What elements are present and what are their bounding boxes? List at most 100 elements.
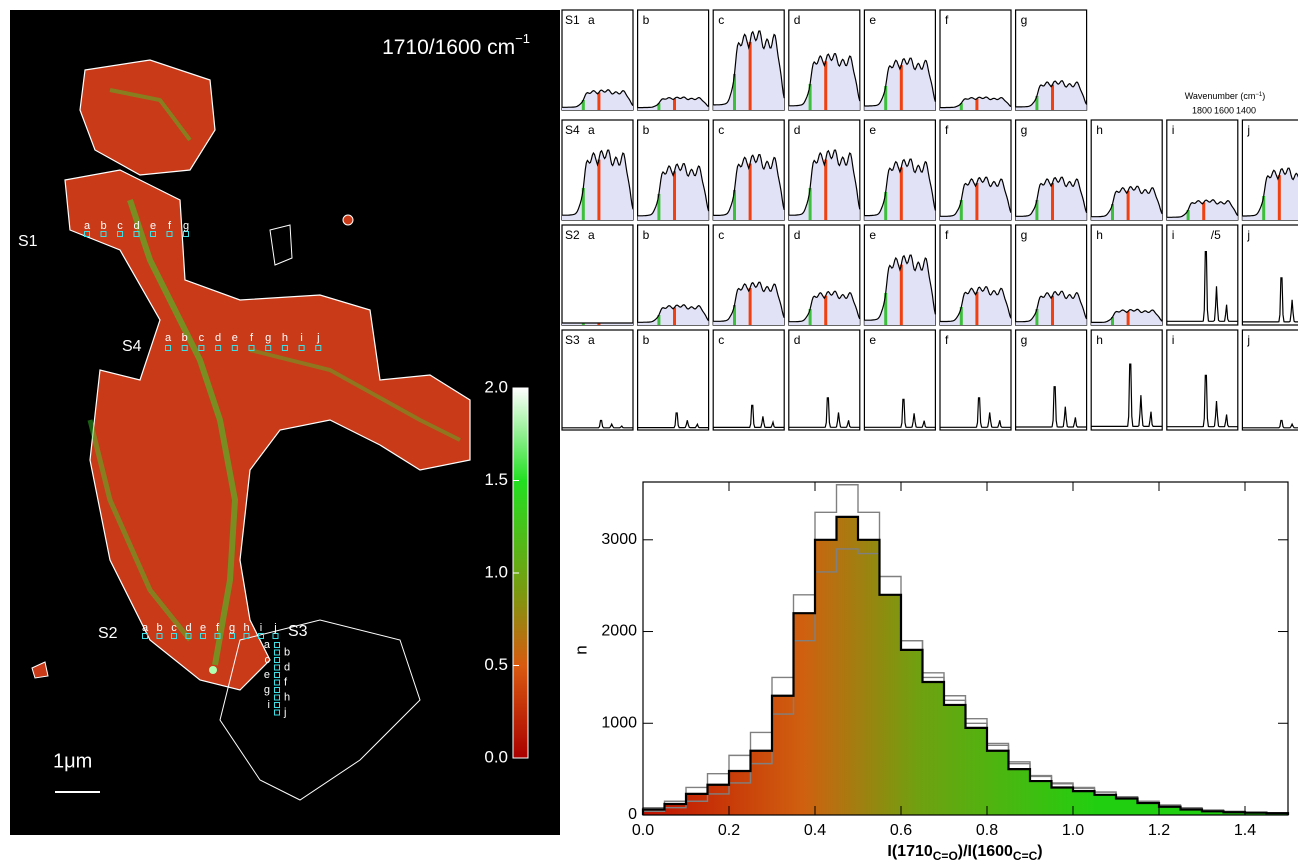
histogram-bar [1030, 781, 1052, 815]
sample-label: e [232, 332, 238, 344]
spectrum-panel: S4 a [561, 119, 634, 221]
histogram-bar [643, 809, 665, 815]
panel-label: c [718, 13, 724, 27]
colorbar-tick-label: 0.5 [484, 655, 508, 674]
spectrum-panel: b [636, 119, 710, 221]
histogram-bar [729, 770, 751, 815]
image-title: 1710/1600 cm−1 [382, 31, 530, 58]
sample-label: f [216, 622, 220, 634]
spectrum-panel: j [1241, 119, 1298, 221]
spectrum [1166, 251, 1238, 322]
x-tick-label: 1800 [1192, 105, 1212, 115]
spectrum-panel: j [1241, 224, 1298, 326]
sample-point [142, 633, 148, 639]
sample-label: e [264, 669, 270, 681]
spectrum-panel: e [863, 119, 937, 221]
panel-frame [939, 9, 1012, 111]
spectrum [788, 149, 861, 216]
histogram-bar [664, 803, 687, 815]
spectrum-panel: g [1014, 329, 1088, 431]
region-name: S4 [122, 338, 142, 355]
x-tick-label: 1.4 [1234, 822, 1256, 839]
panel-label: f [945, 228, 949, 242]
sample-point [150, 231, 156, 237]
panel-label: h [1096, 123, 1103, 137]
sample-label: j [316, 332, 319, 344]
panel-frame [1014, 329, 1088, 431]
spectrum-panel: g [1014, 9, 1088, 111]
spectrum-panel: d [788, 329, 861, 431]
panel-label: e [869, 228, 876, 242]
panel-label: i [1172, 123, 1175, 137]
histogram-bar [1073, 791, 1095, 815]
panel-label: h [1096, 333, 1103, 347]
sample-point [298, 345, 305, 351]
spectrum [864, 158, 936, 217]
spectrum-panel: b [636, 329, 710, 431]
histogram-bar [944, 704, 966, 815]
spectrum [713, 404, 785, 428]
spectrum [713, 30, 785, 106]
sample-point [165, 345, 171, 351]
histogram-bar [1223, 812, 1246, 815]
spectrum [637, 163, 710, 217]
sample-label: d [284, 661, 290, 673]
spectrum-panel: e [863, 9, 937, 111]
sample-label: a [84, 220, 91, 232]
spectrum-panel: S1 a [561, 9, 634, 111]
y-tick-label: 0 [628, 806, 637, 823]
x-tick-label: 0.8 [976, 822, 998, 839]
x-axis-label-subscript: C=C [1013, 849, 1038, 863]
sample-label: d [215, 332, 221, 344]
title-text: 1710/1600 cm [382, 36, 515, 59]
map-region [31, 661, 49, 679]
sample-label: a [142, 622, 149, 634]
sample-point [231, 345, 238, 351]
map [31, 59, 471, 801]
histogram-bar [965, 727, 988, 815]
histogram-bar [1159, 806, 1181, 815]
scale-note: /5 [1211, 228, 1221, 242]
histogram-bar [1116, 798, 1138, 815]
sample-label: g [183, 220, 189, 232]
map-region [64, 169, 471, 691]
sample-label: h [282, 332, 288, 344]
sample-label: c [171, 622, 177, 634]
spectrum [940, 176, 1012, 217]
spectrum [637, 304, 710, 323]
colorbar-tick-label: 2.0 [484, 377, 508, 396]
spectrum [1015, 176, 1088, 217]
histogram-bar [750, 750, 773, 815]
histogram-bar [922, 681, 945, 815]
sample-point [243, 633, 250, 639]
map-streak [87, 419, 192, 642]
region-name: S3 [288, 623, 308, 640]
spectrum-panel: S2 a [561, 224, 634, 326]
spectrum-panel: i [1166, 119, 1239, 221]
panel-frame [712, 329, 785, 431]
sample-point [258, 633, 264, 639]
spectrum-panel: b [636, 9, 710, 111]
spectrum [637, 96, 709, 109]
sample-point [198, 345, 205, 351]
histogram-outline [641, 515, 1290, 815]
spectrum-fill [1242, 168, 1298, 220]
histogram-bar [858, 539, 880, 815]
panel-frame [561, 329, 634, 431]
colorbar-tick-label: 1.0 [484, 562, 508, 581]
panel-frame [636, 329, 710, 431]
sample-point [156, 633, 163, 639]
histogram-bar [1051, 787, 1074, 815]
spectrum-panel: S3 a [561, 329, 634, 431]
panel-label: f [945, 13, 949, 27]
sample-label: a [264, 639, 271, 651]
panel-label: g [1021, 13, 1028, 27]
spectrum-panel: c [712, 9, 785, 111]
x-axis-label-text: ) [1037, 843, 1042, 860]
spectrum-panel: h [1090, 329, 1163, 431]
histogram-bar [1180, 809, 1203, 815]
sample-label: g [265, 332, 271, 344]
panel-label: e [869, 333, 876, 347]
sample-label: e [150, 220, 156, 232]
